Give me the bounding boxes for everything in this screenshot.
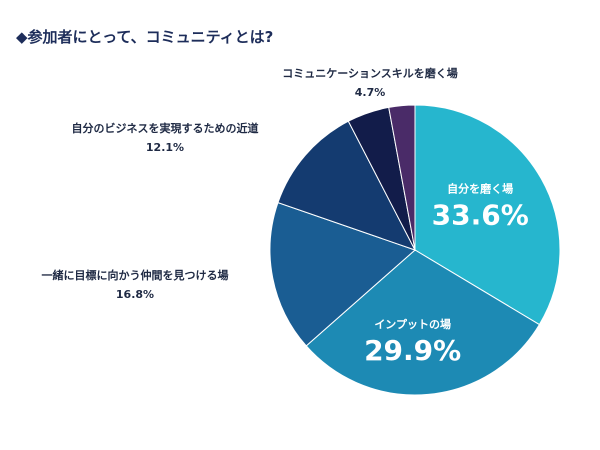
label-find-peers-name: 一緒に目標に向かう仲間を見つける場 <box>41 269 229 282</box>
label-communication-skill-value: 4.7% <box>354 86 386 99</box>
chart-title: ◆参加者にとって、コミュニティとは? <box>16 28 274 46</box>
label-find-peers-value: 16.8% <box>115 288 155 301</box>
label-business-shortcut-value: 12.1% <box>145 141 185 154</box>
pie-slice-3 <box>277 120 417 251</box>
pie-slice-0 <box>414 104 561 326</box>
label-business-shortcut: 自分のビジネスを実現するための近道 12.1% <box>40 119 290 157</box>
label-find-peers: 一緒に目標に向かう仲間を見つける場 16.8% <box>0 266 270 304</box>
pie-slice-2 <box>269 201 416 347</box>
slice-label-0: 自分を磨く場 <box>447 182 513 196</box>
slice-value-0: 33.6% <box>432 199 529 232</box>
slice-label-1: インプットの場 <box>374 317 451 331</box>
pie-slice-1 <box>305 249 541 396</box>
pie-slice-5 <box>388 104 416 251</box>
label-communication-skill: コミュニケーションスキルを磨く場 4.7% <box>235 64 505 102</box>
label-business-shortcut-name: 自分のビジネスを実現するための近道 <box>71 122 259 135</box>
slice-value-1: 29.9% <box>364 334 461 367</box>
label-communication-skill-name: コミュニケーションスキルを磨く場 <box>282 67 458 80</box>
